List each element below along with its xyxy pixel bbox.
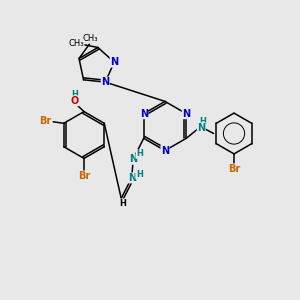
Text: N: N	[197, 123, 206, 133]
Text: H: H	[200, 117, 206, 126]
Text: CH₃: CH₃	[69, 39, 84, 48]
Text: N: N	[101, 77, 110, 87]
Text: Br: Br	[78, 171, 90, 182]
Text: H: H	[72, 90, 78, 99]
Text: N: N	[182, 109, 190, 119]
Text: N: N	[129, 154, 137, 164]
Text: N: N	[161, 146, 169, 156]
Text: N: N	[128, 173, 136, 183]
Text: H: H	[119, 199, 126, 208]
Text: N: N	[140, 109, 148, 119]
Text: CH₃: CH₃	[82, 34, 98, 43]
Text: Br: Br	[39, 116, 51, 126]
Text: O: O	[70, 96, 79, 106]
Text: Br: Br	[228, 164, 240, 174]
Text: H: H	[136, 149, 143, 158]
Text: N: N	[110, 57, 118, 67]
Text: H: H	[136, 170, 142, 179]
